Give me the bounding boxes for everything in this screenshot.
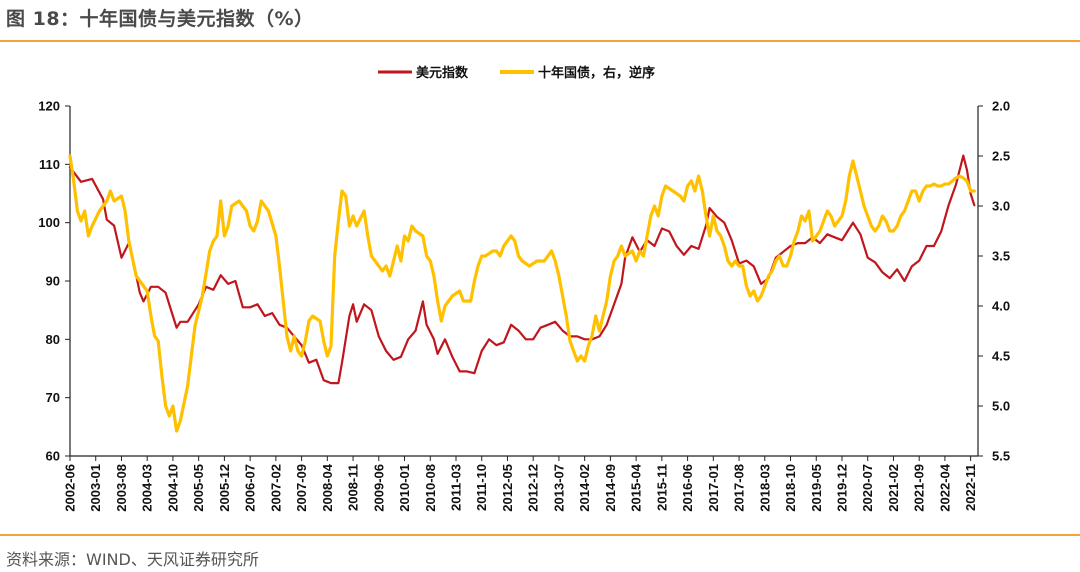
chart-axes — [65, 105, 983, 461]
x-tick-label: 2020-07 — [860, 464, 875, 512]
figure-title: 图 18：十年国债与美元指数（%） — [6, 8, 314, 30]
right-tick-label: 3.0 — [992, 199, 1010, 214]
chart-legend: 美元指数 十年国债，右，逆序 — [378, 65, 655, 81]
right-tick-label: 4.0 — [992, 299, 1010, 314]
x-tick-label: 2014-02 — [577, 464, 592, 512]
title-divider — [0, 40, 1080, 42]
x-tick-label: 2005-12 — [217, 464, 232, 512]
x-tick-label: 2005-05 — [191, 464, 206, 512]
x-tick-label: 2008-11 — [346, 464, 361, 511]
x-tick-label: 2007-02 — [268, 464, 283, 512]
x-tick-label: 2013-07 — [551, 464, 566, 512]
footer-divider — [0, 534, 1080, 536]
left-tick-label: 80 — [46, 332, 60, 347]
right-tick-label: 3.5 — [992, 249, 1010, 264]
x-tick-label: 2003-08 — [114, 464, 129, 512]
left-tick-label: 90 — [46, 274, 60, 289]
x-tick-label: 2018-03 — [757, 464, 772, 512]
x-tick-label: 2011-03 — [448, 464, 463, 511]
x-tick-label: 2011-10 — [474, 464, 489, 511]
x-tick-label: 2015-04 — [629, 463, 644, 511]
series-line-2 — [68, 154, 976, 433]
x-tick-label: 2018-10 — [783, 464, 798, 512]
x-tick-label: 2009-06 — [371, 464, 386, 512]
left-tick-label: 100 — [38, 215, 60, 230]
x-tick-label: 2003-01 — [88, 464, 103, 512]
x-tick-label: 2014-09 — [603, 464, 618, 512]
x-tick-label: 2015-11 — [654, 464, 669, 511]
right-tick-label: 2.5 — [992, 149, 1010, 164]
right-tick-label: 5.5 — [992, 449, 1010, 464]
right-tick-label: 5.0 — [992, 399, 1010, 414]
legend-label-1: 美元指数 — [416, 65, 469, 81]
x-tick-label: 2016-06 — [680, 464, 695, 512]
chart-series — [68, 154, 976, 433]
x-tick-label: 2004-03 — [140, 464, 155, 512]
x-tick-label: 2019-05 — [809, 464, 824, 512]
right-tick-label: 2.0 — [992, 99, 1010, 114]
left-tick-label: 70 — [46, 390, 60, 405]
x-tick-label: 2021-09 — [912, 464, 927, 512]
x-tick-label: 2021-02 — [886, 464, 901, 512]
series-line-1 — [68, 154, 976, 385]
x-tick-label: 2010-01 — [397, 464, 412, 512]
right-tick-label: 4.5 — [992, 349, 1010, 364]
left-tick-label: 60 — [46, 449, 60, 464]
x-tick-label: 2019-12 — [834, 464, 849, 512]
x-tick-label: 2007-09 — [294, 464, 309, 512]
left-tick-label: 120 — [38, 99, 60, 114]
x-tick-label: 2010-08 — [423, 464, 438, 512]
axis-labels: 60 70 80 90 100 110 120 2.0 2.5 3.0 3.5 4.0 4.5 5.0 5.… — [38, 99, 1010, 512]
x-tick-label: 2008-04 — [320, 463, 335, 511]
x-tick-label: 2017-01 — [706, 464, 721, 512]
x-tick-label: 2022-11 — [963, 464, 978, 511]
legend-label-2: 十年国债，右，逆序 — [538, 65, 655, 81]
x-tick-label: 2012-12 — [526, 464, 541, 512]
x-tick-label: 2017-08 — [732, 464, 747, 512]
line-chart: 美元指数 十年国债，右，逆序 60 70 80 90 100 110 120 2.0 2.5 3.0… — [38, 65, 1010, 512]
x-tick-label: 2002-06 — [63, 464, 78, 512]
x-tick-label: 2012-05 — [500, 464, 515, 512]
x-tick-label: 2004-10 — [165, 464, 180, 512]
source-note: 资料来源：WIND、天风证券研究所 — [6, 550, 259, 569]
x-tick-label: 2022-04 — [937, 463, 952, 511]
left-tick-label: 110 — [39, 157, 60, 172]
x-tick-label: 2006-07 — [243, 464, 258, 512]
